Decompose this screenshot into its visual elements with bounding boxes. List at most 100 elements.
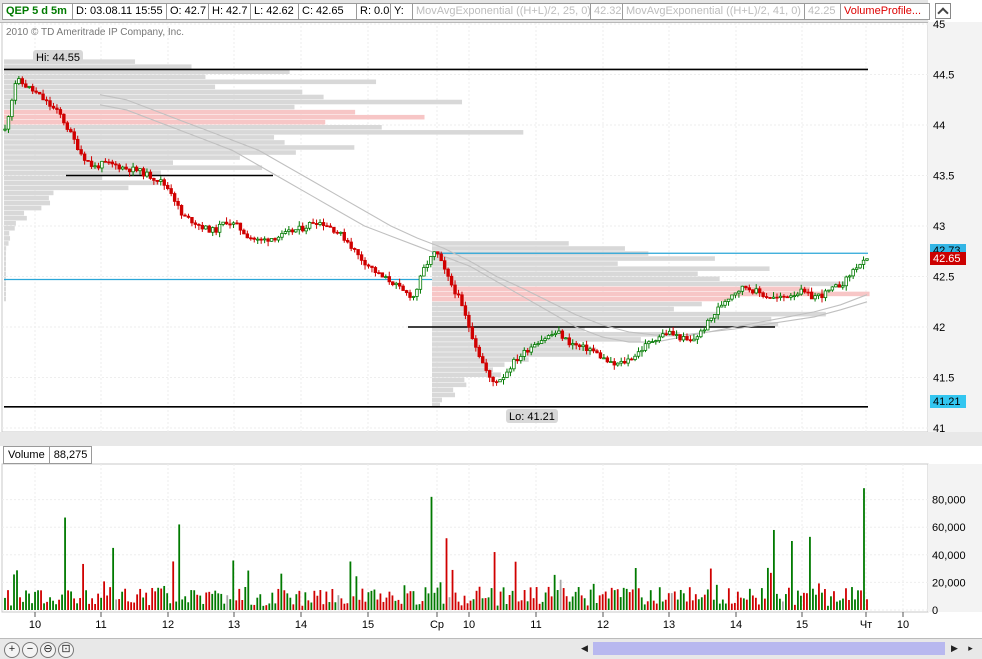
candle-body	[217, 223, 222, 233]
volume-bar	[775, 593, 778, 610]
candle-body	[287, 229, 291, 232]
candle-body	[612, 361, 616, 366]
volume-bar	[830, 596, 832, 610]
zoom-in-icon[interactable]: +	[4, 642, 20, 658]
volume-profile-bar	[432, 276, 720, 282]
candle-body	[716, 306, 720, 315]
volume-bar	[13, 574, 15, 610]
volume-bar	[193, 590, 196, 610]
candle-body	[121, 166, 125, 170]
volume-bar	[469, 600, 472, 610]
candle-body	[380, 272, 385, 278]
volume-bar	[121, 591, 124, 610]
scroll-thumb[interactable]	[593, 642, 945, 655]
scroll-left-icon[interactable]: ◀	[581, 643, 588, 653]
candle-body	[674, 334, 679, 336]
ma25-line	[99, 104, 868, 343]
volume-bar	[328, 602, 331, 610]
volume-profile-study[interactable]: VolumeProfile...	[840, 3, 930, 20]
volume-bar	[478, 586, 481, 610]
close-value: C: 42.65	[298, 3, 362, 20]
ma25-study[interactable]: MovAvgExponential ((H+L)/2, 25, 0)	[412, 3, 596, 20]
volume-bar	[637, 588, 640, 610]
candle-body	[148, 171, 153, 179]
scroll-end-icon[interactable]: ▸	[968, 643, 973, 653]
volume-bar	[352, 596, 355, 610]
candle-body	[754, 288, 758, 294]
volume-bar	[797, 590, 799, 610]
volume-bar	[487, 597, 490, 610]
candle-body	[415, 288, 419, 297]
symbol-selector[interactable]: QEP 5 d 5m	[2, 3, 74, 20]
volume-bar	[187, 602, 190, 610]
volume-bar	[253, 604, 256, 610]
candle-body	[546, 335, 551, 340]
volume-profile-bar	[4, 114, 425, 120]
candle-body	[664, 333, 668, 336]
candle-body	[44, 99, 49, 102]
volume-bar	[484, 598, 487, 610]
volume-bar	[340, 598, 343, 610]
candle-body	[131, 166, 135, 173]
candle-body	[747, 287, 751, 291]
volume-bar	[481, 598, 484, 610]
volume-bar	[412, 591, 415, 610]
volume-bar	[400, 603, 403, 610]
volume-bar	[415, 604, 418, 610]
volume-bar	[319, 590, 322, 610]
candle-body	[197, 224, 201, 226]
volume-bar	[406, 593, 409, 610]
ma41-study[interactable]: MovAvgExponential ((H+L)/2, 41, 0)	[622, 3, 810, 20]
volume-profile-bar	[432, 397, 443, 403]
candle-body	[259, 238, 263, 241]
scroll-right-icon[interactable]: ▶	[951, 643, 958, 653]
volume-value: 88,275	[48, 446, 93, 464]
candle-body	[785, 296, 790, 299]
candle-body	[484, 362, 488, 371]
volume-bar	[286, 593, 289, 610]
candle-body	[366, 264, 371, 267]
candle-body	[519, 356, 523, 361]
candle-body	[851, 269, 855, 277]
candle-body	[771, 296, 776, 299]
volume-bar	[313, 590, 316, 610]
volume-profile-bar	[4, 200, 51, 206]
candle-body	[297, 225, 301, 231]
zoom-box-icon[interactable]: ⊡	[58, 642, 74, 658]
volume-bar	[445, 538, 448, 610]
candle-body	[172, 193, 177, 202]
candle-body	[751, 289, 755, 294]
volume-bar	[94, 603, 97, 610]
candle-body	[235, 222, 239, 225]
candle-body	[532, 344, 537, 348]
candle-body	[512, 358, 516, 370]
volume-profile-bar	[432, 306, 674, 312]
candle-body	[671, 330, 675, 336]
volume-profile-bar	[4, 130, 524, 135]
candle-body	[394, 282, 398, 286]
volume-bar	[85, 590, 87, 610]
volume-bar	[136, 594, 139, 610]
volume-profile-bar	[4, 160, 173, 165]
volume-bar	[58, 599, 60, 610]
time-scrollbar[interactable]: + − ⊖ ⊡ ◀ ▶ ▸	[0, 638, 982, 659]
candle-body	[166, 184, 170, 189]
volume-bar	[565, 596, 568, 610]
candle-body	[595, 350, 599, 354]
zoom-reset-icon[interactable]: ⊖	[40, 642, 56, 658]
expand-up-icon[interactable]	[935, 3, 951, 19]
volume-bar	[118, 599, 121, 610]
bar-date: D: 03.08.11 15:55	[72, 3, 172, 20]
candle-body	[827, 289, 831, 292]
volume-bar	[460, 605, 463, 610]
volume-profile-bar	[432, 377, 465, 383]
volume-bar	[493, 552, 496, 610]
volume-bar	[235, 600, 238, 610]
volume-pane-header: Volume 88,275	[3, 446, 93, 464]
volume-bar	[208, 591, 211, 610]
volume-bar	[571, 596, 574, 610]
candle-body	[307, 222, 312, 229]
candle-body	[342, 231, 346, 241]
zoom-out-icon[interactable]: −	[22, 642, 38, 658]
